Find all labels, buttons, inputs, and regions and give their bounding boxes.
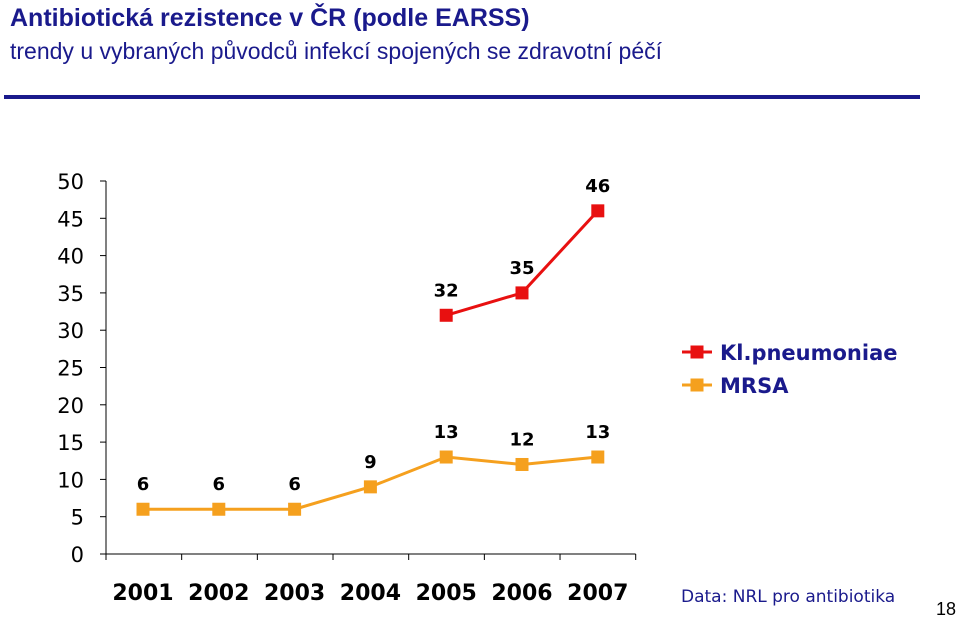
data-point — [515, 286, 529, 300]
data-label: 13 — [585, 422, 610, 443]
data-point — [136, 502, 150, 516]
y-tick-label: 10 — [57, 468, 84, 492]
data-point — [212, 502, 226, 516]
legend-swatch-marker — [690, 345, 704, 359]
chart-axes: 0 5 10 15 20 25 30 35 40 45 50 2001 2002 2003 2004 2005… — [57, 170, 637, 606]
data-point — [439, 450, 453, 464]
data-label: 46 — [585, 176, 610, 197]
title-divider — [4, 95, 920, 99]
y-tick-label: 50 — [57, 170, 84, 194]
data-point — [591, 204, 605, 218]
data-source-note: Data: NRL pro antibiotika — [681, 587, 896, 607]
y-tick-label: 25 — [57, 357, 84, 381]
data-point — [363, 480, 377, 494]
y-tick-label: 30 — [57, 319, 84, 343]
y-tick-label: 20 — [57, 394, 84, 418]
legend-swatch-marker — [690, 378, 704, 392]
chart-series-markers — [136, 204, 605, 516]
data-label: 9 — [364, 452, 377, 473]
y-tick-label: 15 — [57, 431, 84, 455]
data-label: 6 — [213, 474, 226, 495]
x-tick-label: 2004 — [340, 581, 401, 606]
data-label: 13 — [434, 422, 459, 443]
chart-data-labels: 32 35 46 6 6 6 9 13 12 13 — [137, 176, 611, 495]
slide-title: Antibiotická rezistence v ČR (podle EARS… — [10, 4, 530, 32]
data-point — [439, 308, 453, 322]
data-label: 32 — [434, 280, 459, 301]
data-label: 6 — [288, 474, 301, 495]
legend-entry-label: Kl.pneumoniae — [720, 341, 898, 365]
x-tick-label: 2005 — [416, 581, 477, 606]
data-label: 6 — [137, 474, 150, 495]
y-tick-label: 5 — [71, 506, 84, 530]
y-tick-label: 35 — [57, 282, 84, 306]
slide-subtitle: trendy u vybraných původců infekcí spoje… — [10, 38, 663, 64]
data-label: 12 — [509, 429, 534, 450]
y-tick-label: 0 — [71, 543, 84, 567]
x-tick-label: 2006 — [491, 581, 552, 606]
x-tick-label: 2001 — [112, 581, 173, 606]
x-tick-label: 2007 — [567, 581, 628, 606]
legend-entry-label: MRSA — [720, 374, 789, 398]
y-tick-label: 40 — [57, 245, 84, 269]
page-number: 18 — [936, 599, 957, 619]
data-point — [288, 502, 302, 516]
data-point — [591, 450, 605, 464]
chart-legend: Kl.pneumoniae MRSA — [682, 341, 898, 398]
data-label: 35 — [509, 258, 534, 279]
x-tick-label: 2002 — [188, 581, 249, 606]
data-point — [515, 457, 529, 471]
y-tick-label: 45 — [57, 207, 84, 231]
x-tick-label: 2003 — [264, 581, 325, 606]
